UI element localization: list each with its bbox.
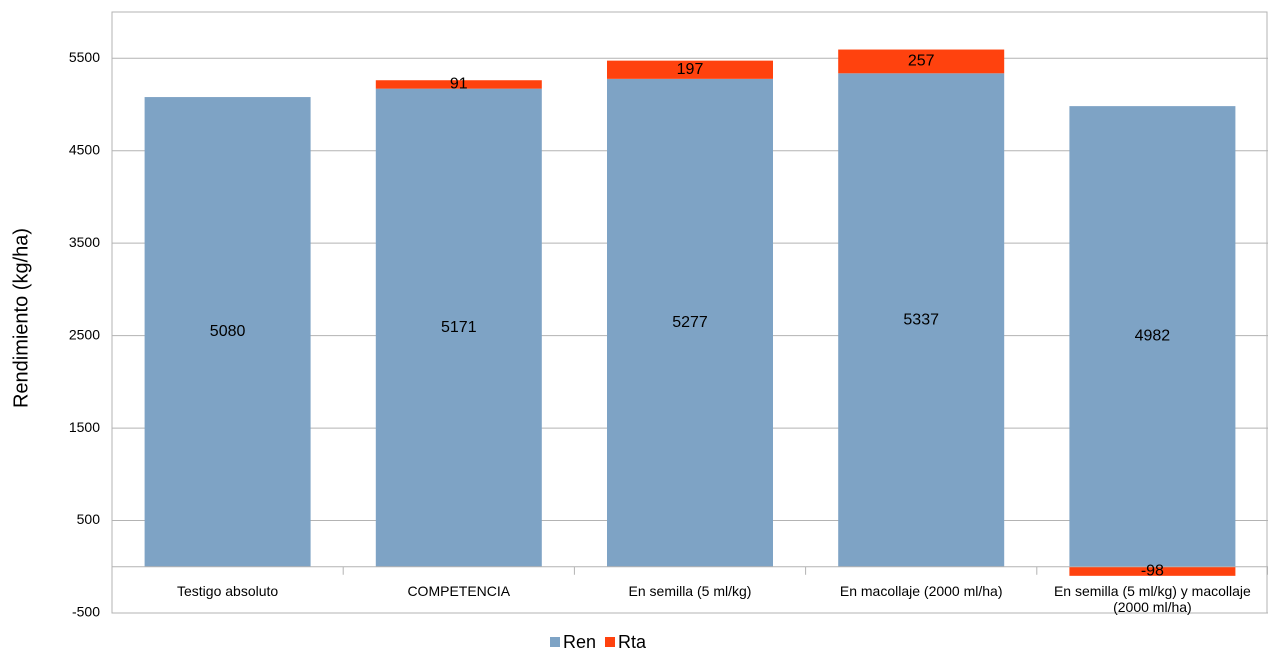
bar-segment — [607, 60, 773, 79]
legend-label: Ren — [563, 632, 596, 652]
y-tick-label: 3500 — [69, 234, 100, 250]
y-tick-label: 5500 — [69, 49, 100, 65]
bar-segment — [1069, 106, 1236, 567]
y-tick-label: 4500 — [69, 141, 100, 157]
y-axis-title: Rendimiento (kg/ha) — [10, 228, 32, 408]
x-tick-label: En macollaje (2000 ml/ha) — [839, 582, 1003, 599]
data-label: 5337 — [903, 311, 939, 328]
bar-segment — [375, 88, 542, 567]
x-tick-label: En semilla (5 ml/kg) y macollaje (2000 m… — [1053, 582, 1251, 615]
bar-segment — [144, 97, 311, 567]
data-label: 5277 — [672, 314, 708, 331]
y-tick-label: -500 — [72, 604, 100, 620]
y-tick-label: 2500 — [69, 326, 100, 342]
data-label: 4982 — [1135, 328, 1171, 345]
x-tick-label: COMPETENCIA — [407, 582, 511, 599]
data-label: 257 — [908, 53, 935, 70]
data-label: -98 — [1141, 563, 1164, 580]
x-tick-label: En semilla (5 ml/kg) — [628, 582, 752, 599]
legend-swatch — [550, 637, 560, 647]
bar-segment — [838, 73, 1005, 567]
data-label: 197 — [677, 61, 704, 78]
bar-segment — [607, 78, 773, 567]
data-label: 5171 — [441, 319, 477, 336]
legend-swatch — [605, 637, 615, 647]
bar-segment — [375, 80, 542, 89]
data-label: 91 — [450, 76, 468, 93]
y-tick-label: 1500 — [69, 419, 100, 435]
y-tick-label: 500 — [77, 511, 101, 527]
x-tick-label: Testigo absoluto — [177, 582, 279, 599]
data-label: 5080 — [210, 323, 246, 340]
bar-segment — [1069, 566, 1236, 576]
bar-segment — [838, 49, 1005, 74]
legend-label: Rta — [618, 632, 647, 652]
